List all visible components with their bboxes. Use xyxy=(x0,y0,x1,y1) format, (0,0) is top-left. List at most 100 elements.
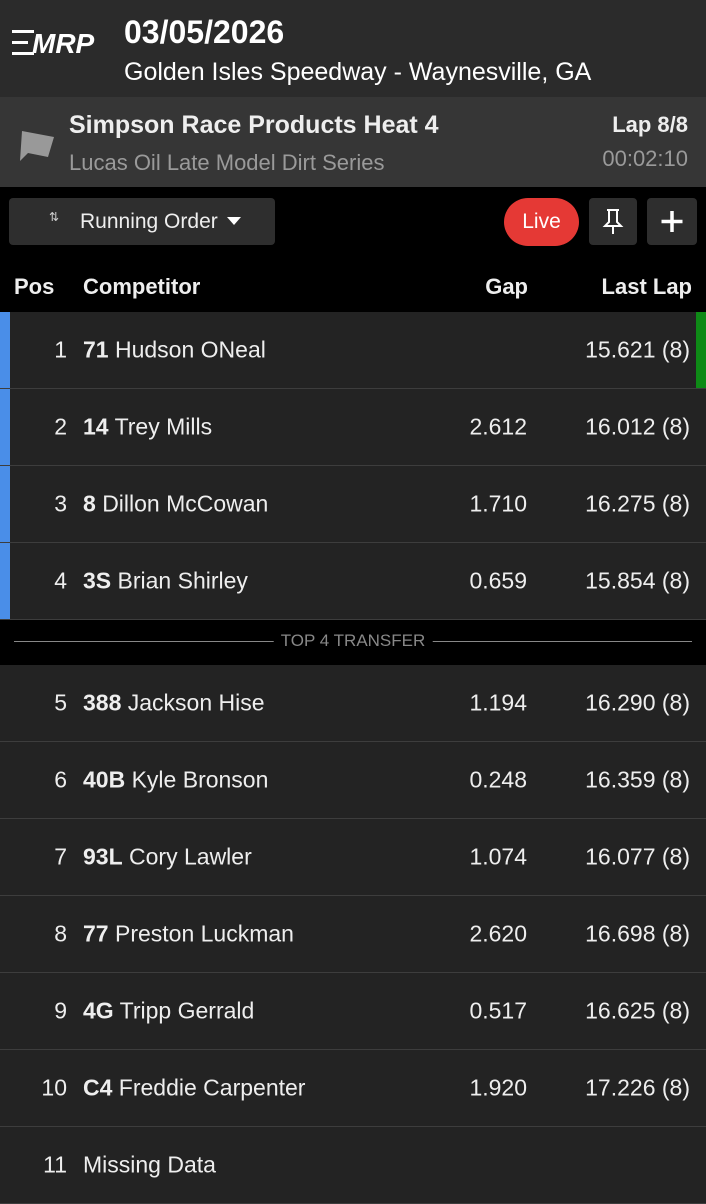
transfer-indicator xyxy=(0,466,10,542)
position: 4 xyxy=(54,567,67,594)
driver-name: Cory Lawler xyxy=(129,843,252,870)
logo-lines xyxy=(12,30,42,55)
position: 2 xyxy=(54,413,67,440)
race-time: 00:02:10 xyxy=(602,146,688,171)
flag-icon xyxy=(20,131,54,161)
pin-button[interactable] xyxy=(589,198,637,245)
last-lap: 16.290 (8) xyxy=(585,689,690,716)
row[interactable]: 11 Missing Data xyxy=(0,1127,706,1204)
transfer-divider: TOP 4 TRANSFER xyxy=(0,619,706,665)
race-series: Lucas Oil Late Model Dirt Series xyxy=(69,150,385,175)
row[interactable]: 2 14 Trey Mills 2.612 16.012 (8) xyxy=(0,389,706,466)
last-lap: 16.275 (8) xyxy=(585,490,690,517)
row[interactable]: 7 93L Cory Lawler 1.074 16.077 (8) xyxy=(0,819,706,896)
last-lap: 17.226 (8) xyxy=(585,1074,690,1101)
lap-count: Lap 8/8 xyxy=(612,112,688,137)
competitor: 8 Dillon McCowan xyxy=(83,491,268,518)
row[interactable]: 4 3S Brian Shirley 0.659 15.854 (8) xyxy=(0,543,706,620)
last-lap: 16.625 (8) xyxy=(585,997,690,1024)
leader-indicator xyxy=(696,312,706,388)
last-lap: 16.077 (8) xyxy=(585,843,690,870)
car-number: 8 xyxy=(83,490,96,517)
last-lap: 16.359 (8) xyxy=(585,766,690,793)
gap: 1.074 xyxy=(469,843,527,870)
column-label: Last Lap xyxy=(601,274,692,299)
gap: 2.612 xyxy=(469,413,527,440)
last-lap: 15.621 (8) xyxy=(585,336,690,363)
transfer-indicator xyxy=(0,389,10,465)
column-header: Pos Competitor Gap Last Lap xyxy=(0,255,706,312)
position: 8 xyxy=(54,920,67,947)
gap: 1.194 xyxy=(469,689,527,716)
competitor: 388 Jackson Hise xyxy=(83,690,265,717)
car-number: 93L xyxy=(83,843,123,870)
gap: 0.248 xyxy=(469,766,527,793)
position: 5 xyxy=(54,689,67,716)
toolbar: ⇅ Running Order Live xyxy=(0,187,706,255)
last-lap: 15.854 (8) xyxy=(585,567,690,594)
driver-name: Jackson Hise xyxy=(127,689,265,716)
row[interactable]: 5 388 Jackson Hise 1.194 16.290 (8) xyxy=(0,665,706,742)
competitor: 71 Hudson ONeal xyxy=(83,337,266,364)
car-number: C4 xyxy=(83,1074,113,1101)
add-button[interactable] xyxy=(647,198,697,245)
row[interactable]: 9 4G Tripp Gerrald 0.517 16.625 (8) xyxy=(0,973,706,1050)
position: 6 xyxy=(54,766,67,793)
last-lap: 16.698 (8) xyxy=(585,920,690,947)
competitor: Missing Data xyxy=(83,1152,216,1179)
driver-name: Hudson ONeal xyxy=(114,336,266,363)
position: 7 xyxy=(54,843,67,870)
column-label: Gap xyxy=(485,274,528,299)
position: 3 xyxy=(54,490,67,517)
position: 10 xyxy=(41,1074,67,1101)
driver-name: Trey Mills xyxy=(114,413,213,440)
position: 1 xyxy=(54,336,67,363)
driver-name: Kyle Bronson xyxy=(131,766,269,793)
transfer-indicator xyxy=(0,312,10,388)
car-number: 40B xyxy=(83,766,126,793)
driver-name: Preston Luckman xyxy=(114,920,294,947)
view-select[interactable]: ⇅ Running Order xyxy=(9,198,275,245)
competitor: 40B Kyle Bronson xyxy=(83,767,268,794)
gap: 0.517 xyxy=(469,997,527,1024)
car-number: 4G xyxy=(83,997,114,1024)
gap: 1.920 xyxy=(469,1074,527,1101)
column-label: Pos xyxy=(14,274,55,299)
transfer-indicator xyxy=(0,543,10,619)
driver-name: Brian Shirley xyxy=(117,567,248,594)
driver-name: Missing Data xyxy=(83,1151,216,1178)
live-button[interactable]: Live xyxy=(504,198,579,246)
position: 9 xyxy=(54,997,67,1024)
car-number: 77 xyxy=(83,920,109,947)
competitor: 3S Brian Shirley xyxy=(83,568,248,595)
competitor: C4 Freddie Carpenter xyxy=(83,1075,305,1102)
header: MRP 03/05/2026 Golden Isles Speedway - W… xyxy=(0,0,706,97)
divider-label: TOP 4 TRANSFER xyxy=(273,631,433,651)
row[interactable]: 6 40B Kyle Bronson 0.248 16.359 (8) xyxy=(0,742,706,819)
position: 11 xyxy=(43,1151,67,1178)
race-title: Simpson Race Products Heat 4 xyxy=(69,111,439,139)
car-number: 14 xyxy=(83,413,109,440)
sort-icon: ⇅ xyxy=(49,210,60,224)
venue: Golden Isles Speedway - Waynesville, GA xyxy=(124,58,592,86)
competitor: 77 Preston Luckman xyxy=(83,921,294,948)
last-lap: 16.012 (8) xyxy=(585,413,690,440)
driver-name: Dillon McCowan xyxy=(102,490,269,517)
driver-name: Freddie Carpenter xyxy=(118,1074,306,1101)
row[interactable]: 1 71 Hudson ONeal 15.621 (8) xyxy=(0,312,706,389)
gap: 2.620 xyxy=(469,920,527,947)
car-number: 388 xyxy=(83,689,122,716)
date: 03/05/2026 xyxy=(124,14,285,50)
competitor: 93L Cory Lawler xyxy=(83,844,252,871)
column-label: Competitor xyxy=(83,274,201,299)
driver-name: Tripp Gerrald xyxy=(119,997,255,1024)
caret xyxy=(227,217,241,225)
row[interactable]: 10 C4 Freddie Carpenter 1.920 17.226 (8) xyxy=(0,1050,706,1127)
row[interactable]: 8 77 Preston Luckman 2.620 16.698 (8) xyxy=(0,896,706,973)
car-number: 3S xyxy=(83,567,112,594)
competitor: 14 Trey Mills xyxy=(83,414,212,441)
race-bar: Simpson Race Products Heat 4 Lucas Oil L… xyxy=(0,97,706,187)
logo[interactable]: MRP xyxy=(32,28,95,59)
